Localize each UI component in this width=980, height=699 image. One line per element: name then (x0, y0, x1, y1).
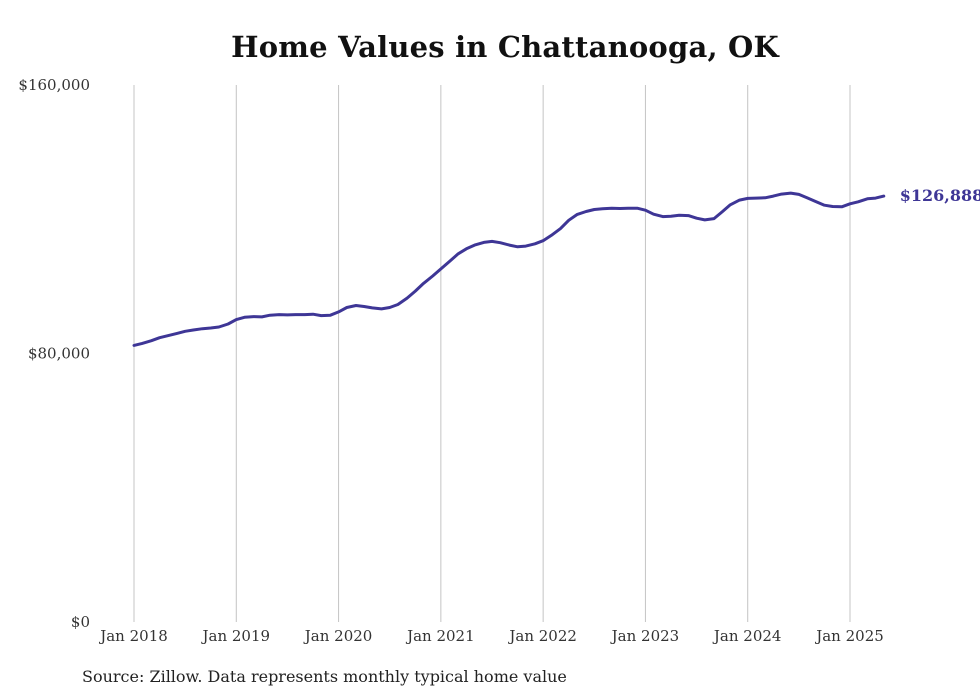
y-tick-label: $160,000 (18, 76, 90, 94)
series-line (132, 191, 886, 347)
x-tick-label: Jan 2019 (201, 627, 271, 645)
x-tick-label: Jan 2025 (814, 627, 884, 645)
x-tick-label: Jan 2023 (610, 627, 680, 645)
x-tick-label: Jan 2024 (712, 627, 782, 645)
end-value-label: $126,888 (900, 186, 980, 205)
x-tick-label: Jan 2022 (507, 627, 577, 645)
series-layer (132, 191, 886, 347)
source-note: Source: Zillow. Data represents monthly … (82, 667, 567, 686)
y-tick-label: $80,000 (28, 345, 90, 363)
x-tick-label: Jan 2021 (405, 627, 475, 645)
chart-title: Home Values in Chattanooga, OK (231, 30, 779, 64)
y-tick-label: $0 (71, 613, 90, 631)
y-axis-ticks: $0 $80,000 $160,000 (18, 76, 90, 631)
x-tick-label: Jan 2018 (98, 627, 168, 645)
gridlines (133, 85, 851, 622)
x-axis-ticks: Jan 2018 Jan 2019 Jan 2020 Jan 2021 Jan 2022… (98, 627, 884, 645)
data-labels: $126,888 (900, 186, 980, 205)
x-tick-label: Jan 2020 (303, 627, 373, 645)
